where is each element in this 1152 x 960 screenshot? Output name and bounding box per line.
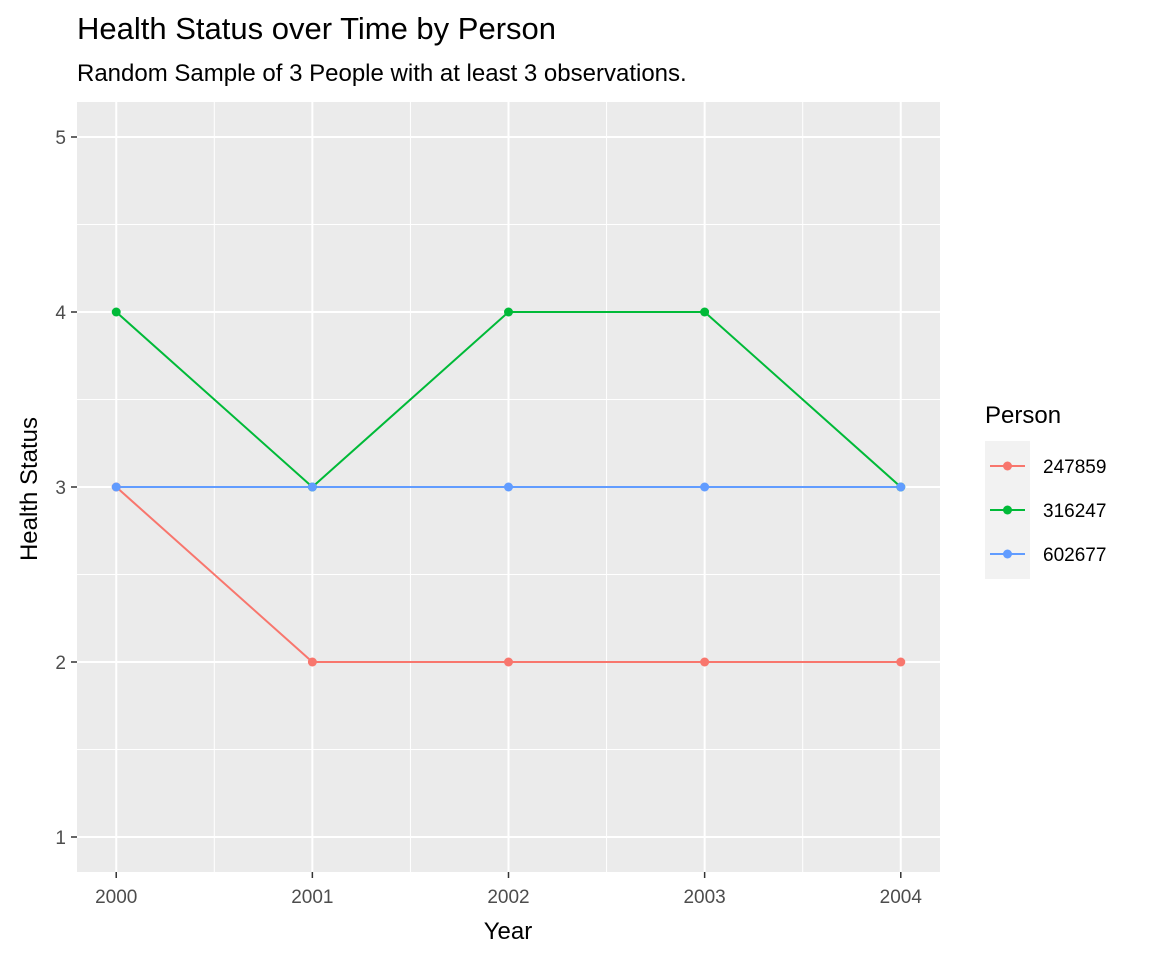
x-tick-label: 2004 [880,887,923,908]
data-point-602677 [504,482,513,492]
y-tick-label: 5 [55,128,66,149]
y-tick-label: 2 [55,653,66,674]
data-point-247859 [700,657,710,667]
data-point-247859 [504,657,513,667]
legend-title: Person [985,402,1061,429]
y-tick-label: 1 [55,828,66,849]
data-point-247859 [307,657,317,667]
y-tick-label: 3 [55,478,66,499]
axes: 1 2 3 4 5 2000 2001 2002 2003 2004 [55,128,922,908]
legend: Person 247859 316247 602677 [985,402,1106,579]
series-layer [111,307,906,667]
data-point-316247 [111,307,121,317]
legend-label-247859: 247859 [1043,457,1106,478]
chart-title: Health Status over Time by Person [77,11,557,46]
legend-key-point-316247 [1003,505,1012,515]
y-axis-title: Health Status [16,417,43,561]
x-tick-label: 2002 [487,887,529,908]
x-axis-title: Year [484,918,533,945]
x-tick-label: 2000 [95,887,137,908]
data-point-602677 [896,482,906,492]
chart-subtitle: Random Sample of 3 People with at least … [77,60,687,87]
legend-label-316247: 316247 [1043,501,1106,522]
data-point-602677 [307,482,317,492]
data-point-316247 [700,307,710,317]
legend-label-602677: 602677 [1043,545,1106,566]
legend-key-point-247859 [1003,461,1012,471]
y-tick-label: 4 [55,303,66,324]
x-tick-label: 2001 [291,887,333,908]
x-tick-label: 2003 [683,887,725,908]
data-point-602677 [111,482,121,492]
data-point-316247 [504,307,513,317]
legend-key-point-602677 [1003,549,1012,559]
data-point-602677 [700,482,710,492]
data-point-247859 [896,657,906,667]
